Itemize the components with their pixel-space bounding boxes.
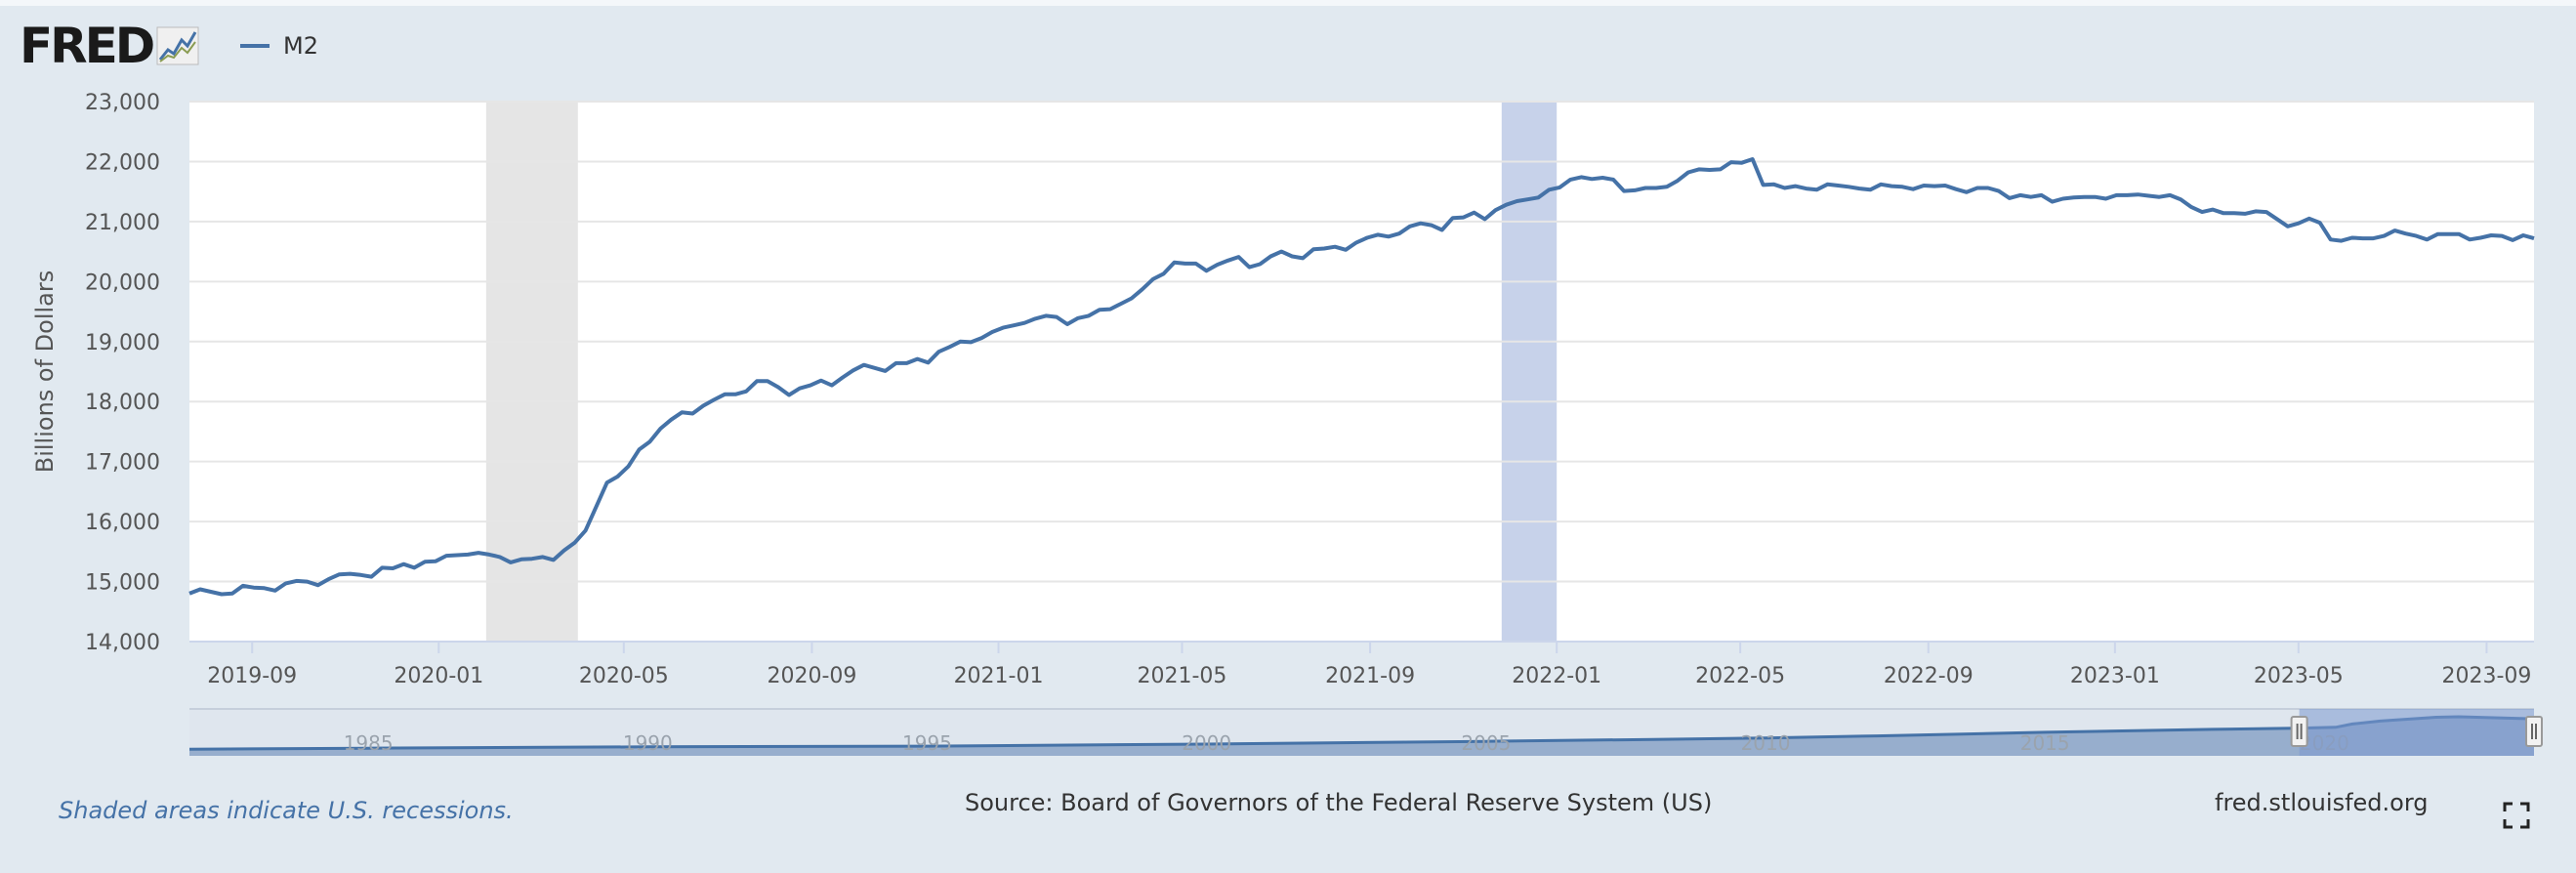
navigator-area xyxy=(189,717,2534,756)
fred-logo-chart-icon xyxy=(156,26,199,65)
x-tick-label: 2021-05 xyxy=(1138,664,1227,688)
y-tick-label: 23,000 xyxy=(85,91,160,115)
navigator-tick-label: 2000 xyxy=(1182,731,1231,755)
navigator-selection xyxy=(2299,709,2534,756)
y-tick-label: 14,000 xyxy=(85,631,160,655)
y-tick-label: 15,000 xyxy=(85,571,160,596)
navigator: 19851990199520002005201020152020 xyxy=(188,708,2543,756)
legend-label-m2: M2 xyxy=(283,32,318,60)
fullscreen-icon[interactable] xyxy=(2502,801,2531,830)
fred-logo-text: FRED xyxy=(20,18,155,74)
navigator-handle[interactable] xyxy=(2290,716,2308,747)
x-tick-label: 2022-09 xyxy=(1884,664,1974,688)
y-tick-label: 18,000 xyxy=(85,391,160,415)
navigator-tick-label: 1990 xyxy=(623,731,673,755)
navigator-tick-label: 2005 xyxy=(1461,731,1511,755)
navigator-tick-label: 2010 xyxy=(1741,731,1791,755)
highlight-band xyxy=(1501,102,1558,642)
top-strip xyxy=(0,0,2576,6)
x-tick-label: 2023-01 xyxy=(2070,664,2160,688)
y-axis-title: Billions of Dollars xyxy=(31,270,59,474)
x-tick-label: 2020-09 xyxy=(767,664,856,688)
y-tick-label: 22,000 xyxy=(85,150,160,175)
navigator-handle-body xyxy=(2290,716,2308,747)
navigator-handle-body xyxy=(2525,716,2543,747)
navigator-tick-label: 1985 xyxy=(344,731,394,755)
x-tick-label: 2023-05 xyxy=(2254,664,2344,688)
navigator-handle[interactable] xyxy=(2525,716,2543,747)
y-tick-label: 21,000 xyxy=(85,211,160,235)
y-tick-label: 19,000 xyxy=(85,331,160,355)
y-tick-label: 20,000 xyxy=(85,270,160,295)
x-tick-label: 2023-09 xyxy=(2441,664,2531,688)
y-tick-label: 16,000 xyxy=(85,511,160,535)
source-note: Source: Board of Governors of the Federa… xyxy=(965,789,1713,816)
x-tick-label: 2022-01 xyxy=(1512,664,1601,688)
x-tick-label: 2019-09 xyxy=(207,664,297,688)
x-tick-label: 2021-09 xyxy=(1325,664,1415,688)
recession-note: Shaded areas indicate U.S. recessions. xyxy=(59,797,514,824)
legend[interactable]: M2 xyxy=(240,29,318,62)
legend-swatch xyxy=(240,44,270,48)
chart[interactable]: 14,000 15,000 16,000 17,000 18,000 19,000 20,0… xyxy=(0,0,2576,781)
y-tick-label: 17,000 xyxy=(85,451,160,476)
navigator-tick-label: 2015 xyxy=(2020,731,2070,755)
navigator-tick-label: 1995 xyxy=(902,731,952,755)
series-line-m2 xyxy=(188,157,2535,597)
x-tick-label: 2021-01 xyxy=(954,664,1044,688)
plot-area xyxy=(189,102,2534,642)
fred-logo[interactable]: FRED xyxy=(20,20,199,72)
x-tick-label: 2020-05 xyxy=(579,664,669,688)
site-link[interactable]: fred.stlouisfed.org xyxy=(2215,789,2429,816)
x-tick-label: 2020-01 xyxy=(394,664,483,688)
x-tick-label: 2022-05 xyxy=(1695,664,1785,688)
